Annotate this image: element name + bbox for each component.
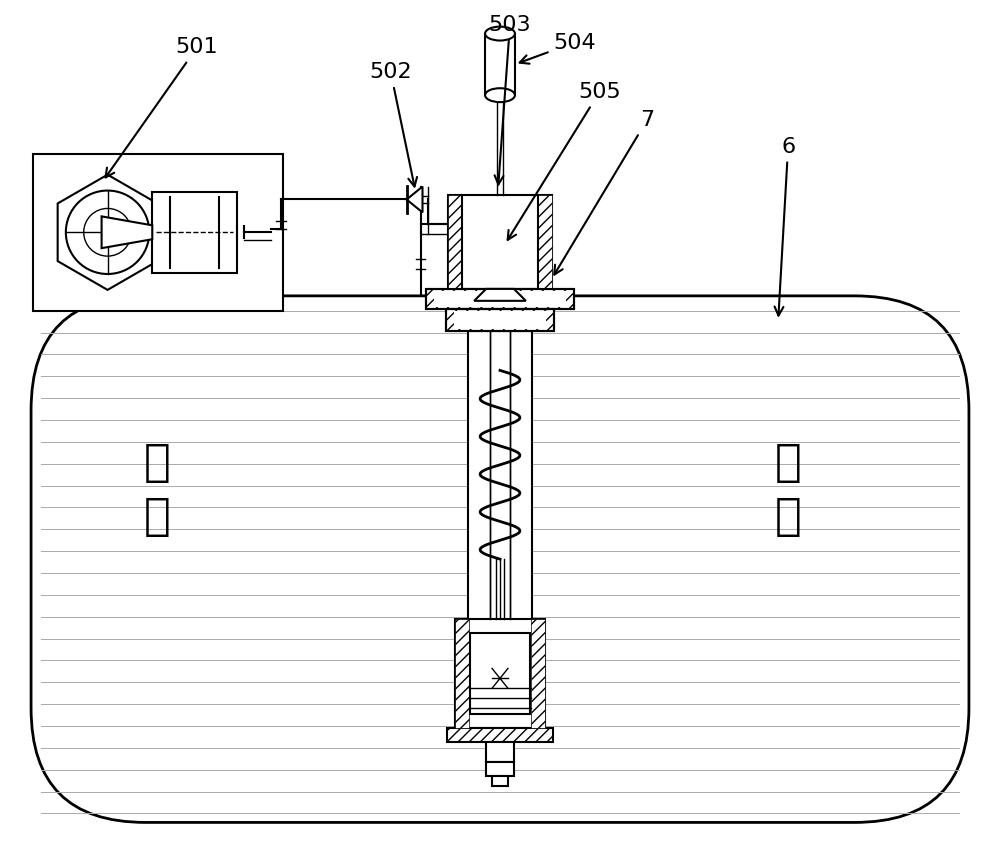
Polygon shape xyxy=(474,289,526,300)
Polygon shape xyxy=(102,217,152,248)
Circle shape xyxy=(66,191,149,274)
Bar xyxy=(486,742,514,762)
Polygon shape xyxy=(58,175,157,290)
Bar xyxy=(434,291,566,306)
Ellipse shape xyxy=(485,88,515,102)
Bar xyxy=(470,633,530,714)
Bar xyxy=(152,192,237,273)
Ellipse shape xyxy=(485,27,515,40)
Text: 502: 502 xyxy=(369,62,417,187)
Bar xyxy=(33,154,283,311)
Bar xyxy=(468,330,532,658)
Bar xyxy=(538,194,552,289)
Text: 503: 503 xyxy=(489,15,531,184)
FancyBboxPatch shape xyxy=(31,296,969,823)
Text: 7: 7 xyxy=(554,110,654,275)
Text: 504: 504 xyxy=(520,33,596,63)
Bar xyxy=(455,619,469,728)
Text: 液
氢: 液 氢 xyxy=(144,442,171,538)
Bar xyxy=(485,33,515,95)
Bar xyxy=(531,619,545,728)
Bar xyxy=(448,194,552,289)
Text: 液
氢: 液 氢 xyxy=(775,442,801,538)
Bar xyxy=(446,309,554,330)
Bar xyxy=(454,311,546,329)
Bar xyxy=(426,289,574,309)
Bar xyxy=(448,194,462,289)
Circle shape xyxy=(84,208,131,256)
Bar xyxy=(426,289,574,309)
Bar xyxy=(455,619,545,728)
Text: 505: 505 xyxy=(508,82,621,240)
Bar xyxy=(486,762,514,776)
Text: 6: 6 xyxy=(775,137,795,316)
Polygon shape xyxy=(407,187,423,212)
Bar xyxy=(447,728,553,742)
Bar xyxy=(492,776,508,786)
Text: 501: 501 xyxy=(106,38,218,177)
Bar xyxy=(446,309,554,330)
